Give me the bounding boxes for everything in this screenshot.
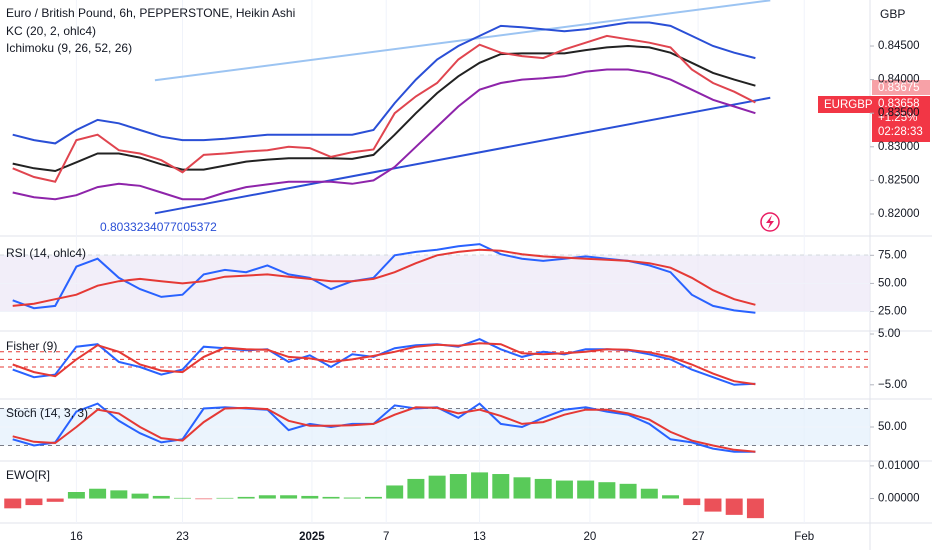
- y-tick-label: 75.00: [878, 249, 907, 261]
- ewo-bar: [4, 498, 22, 509]
- panel-title: Stoch (14, 3, 3): [6, 406, 88, 420]
- price-tag-bg: [872, 80, 930, 95]
- y-tick-label: 50.00: [878, 277, 907, 289]
- annotation: 0.8033234077005372: [100, 220, 217, 234]
- symbol-tag: EURGBP: [824, 99, 873, 111]
- axis-unit: GBP: [880, 7, 905, 21]
- ewo-bar: [174, 497, 191, 499]
- x-tick-label: Feb: [794, 531, 814, 543]
- series-line: [12, 342, 756, 386]
- panel-title: Fisher (9): [6, 339, 57, 353]
- series-line: [12, 44, 756, 173]
- ewo-bar: [258, 495, 276, 499]
- series-line: [12, 248, 756, 307]
- ewo-bar: [683, 498, 701, 506]
- ewo-bar: [534, 478, 552, 499]
- series-line: [12, 34, 756, 183]
- ewo-bar: [619, 483, 637, 499]
- ewo-bar: [322, 496, 340, 499]
- ewo-bar: [131, 493, 149, 499]
- panel-title: EWO[R]: [6, 468, 50, 482]
- ewo-bar: [89, 488, 107, 499]
- y-tick-label: 0.82000: [878, 208, 920, 220]
- ewo-bar: [725, 498, 743, 515]
- ewo-bar: [280, 495, 298, 499]
- ewo-bar: [492, 474, 510, 499]
- x-tick-label: 23: [176, 531, 189, 543]
- panel-title: RSI (14, ohlc4): [6, 246, 86, 260]
- y-tick-label: 5.00: [878, 328, 900, 340]
- panel-title: Euro / British Pound, 6h, PEPPERSTONE, H…: [6, 6, 295, 20]
- change-tag: +1.25%: [878, 112, 917, 124]
- series-line: [12, 68, 756, 201]
- y-tick-label: 50.00: [878, 421, 907, 433]
- x-tick-label: 2025: [299, 531, 325, 543]
- ewo-bar: [407, 478, 425, 499]
- ewo-bar: [746, 498, 764, 519]
- ewo-bar: [364, 496, 382, 499]
- y-tick-label: 0.84500: [878, 40, 920, 52]
- x-tick-label: 7: [383, 531, 389, 543]
- trendline: [154, 0, 771, 82]
- ewo-bar: [662, 495, 680, 499]
- ewo-bar: [704, 498, 722, 512]
- alert-icon[interactable]: [760, 212, 780, 232]
- y-tick-label: 0.00000: [878, 493, 920, 505]
- y-tick-label: 25.00: [878, 306, 907, 318]
- countdown-tag: 02:28:33: [878, 126, 923, 138]
- x-tick-label: 20: [584, 531, 597, 543]
- ewo-bar: [152, 495, 170, 499]
- ewo-bar: [577, 480, 595, 499]
- price-tag: 0.83675: [878, 82, 920, 94]
- series-line: [12, 406, 756, 453]
- indicator-label: Ichimoku (9, 26, 52, 26): [6, 41, 132, 55]
- ewo-bar: [555, 480, 573, 499]
- ewo-bar: [428, 475, 446, 499]
- ewo-bar: [449, 474, 467, 499]
- ewo-bar: [216, 497, 234, 499]
- x-tick-label: 27: [692, 531, 705, 543]
- ewo-bar: [640, 488, 658, 499]
- ewo-bar: [237, 496, 255, 499]
- y-tick-label: 0.84000: [878, 74, 920, 86]
- ewo-bar: [301, 495, 319, 499]
- y-tick-label: 0.83000: [878, 141, 920, 153]
- ewo-bar: [67, 492, 85, 499]
- y-tick-label: 0.82500: [878, 174, 920, 186]
- y-tick-label: −5.00: [878, 379, 907, 391]
- ewo-bar: [46, 498, 64, 502]
- ewo-bar: [598, 482, 616, 499]
- trendline: [154, 96, 771, 215]
- y-tick-label: 0.83500: [878, 107, 920, 119]
- ewo-bar: [343, 497, 361, 499]
- series-line: [12, 402, 756, 453]
- ewo-bar: [25, 498, 43, 506]
- ewo-bar: [110, 490, 128, 499]
- ewo-bar: [471, 472, 489, 499]
- ewo-bar: [513, 477, 531, 499]
- price-tag-bg: [872, 96, 930, 142]
- series-line: [12, 21, 756, 145]
- x-tick-label: 13: [473, 531, 486, 543]
- indicator-label: KC (20, 2, ohlc4): [6, 24, 96, 38]
- ewo-bar: [386, 485, 404, 499]
- y-tick-label: 0.01000: [878, 460, 920, 472]
- ewo-bar: [195, 498, 213, 500]
- x-tick-label: 16: [70, 531, 83, 543]
- price-tag: 0.83658: [878, 98, 920, 110]
